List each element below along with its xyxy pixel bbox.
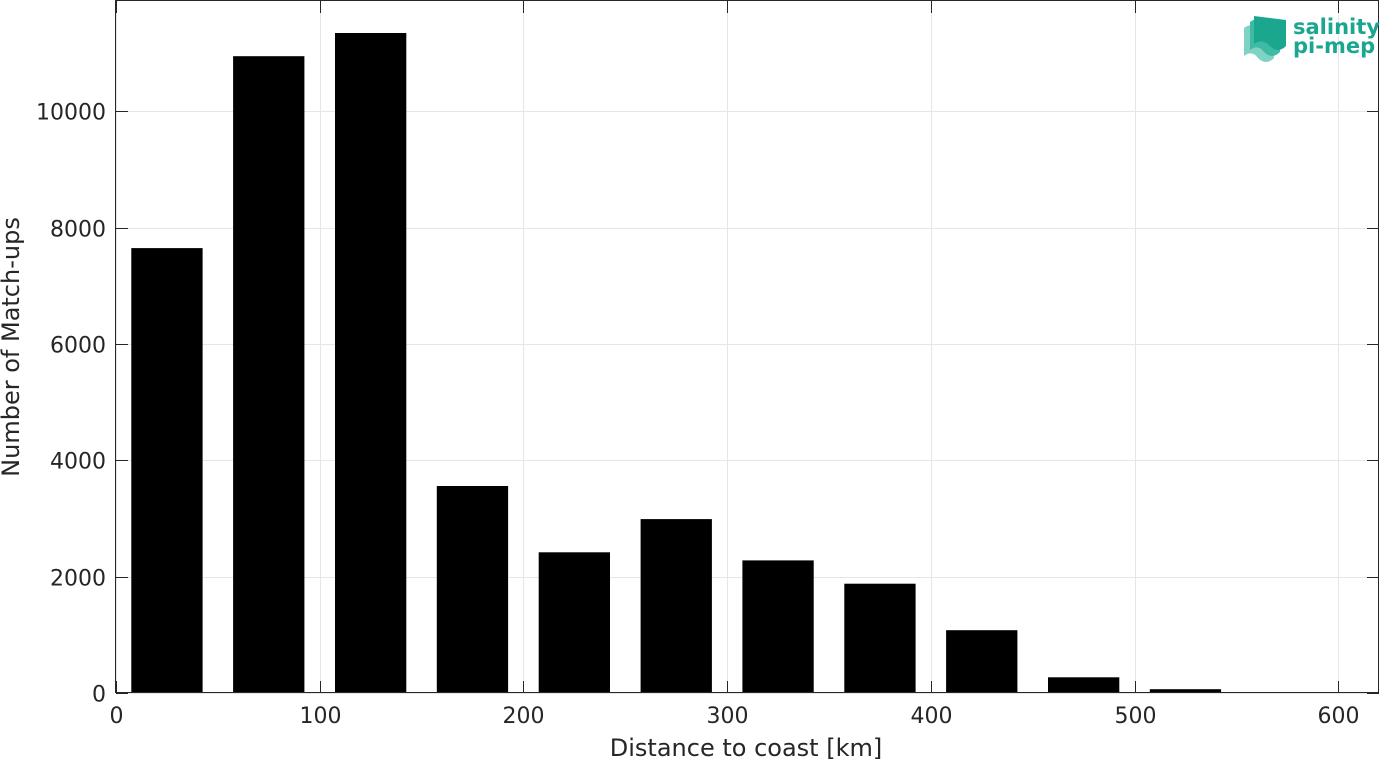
histogram-bar (131, 248, 203, 693)
histogram-bar (436, 486, 509, 693)
salinity-pi-mep-logo: salinity pi-mep (1244, 15, 1380, 62)
x-axis-label: Distance to coast [km] (610, 734, 882, 761)
histogram-bar (1048, 677, 1120, 693)
x-tick-label: 400 (911, 704, 953, 729)
histogram-bar (233, 56, 305, 693)
y-tick-label: 6000 (50, 334, 106, 359)
histogram-bar (844, 583, 916, 693)
x-tick-label: 200 (503, 704, 545, 729)
histogram-bar (742, 560, 814, 693)
histogram-bar (335, 33, 407, 693)
waves-icon (1244, 16, 1286, 62)
x-tick-label: 600 (1318, 704, 1360, 729)
histogram-bar (538, 552, 610, 693)
histogram-bar (946, 630, 1018, 693)
logo-line2: pi-mep (1293, 34, 1375, 58)
x-tick-label: 500 (1115, 704, 1157, 729)
y-tick-label: 8000 (50, 218, 106, 243)
y-axis-label: Number of Match-ups (0, 217, 25, 477)
y-tick-label: 10000 (36, 101, 106, 126)
bars (131, 33, 1323, 693)
x-tick-label: 0 (110, 704, 124, 729)
logo-line1: salinity (1293, 15, 1380, 39)
histogram-bar (1149, 689, 1222, 693)
ticks: 0 100 200 300 400 500 600020004000600080001000… (36, 1, 1379, 729)
y-tick-label: 0 (92, 683, 106, 708)
y-tick-label: 4000 (50, 450, 106, 475)
axes-frame (115, 0, 1379, 693)
x-tick-label: 100 (300, 704, 342, 729)
x-tick-label: 300 (707, 704, 749, 729)
histogram-bar (640, 519, 712, 693)
y-tick-label: 2000 (50, 567, 106, 592)
